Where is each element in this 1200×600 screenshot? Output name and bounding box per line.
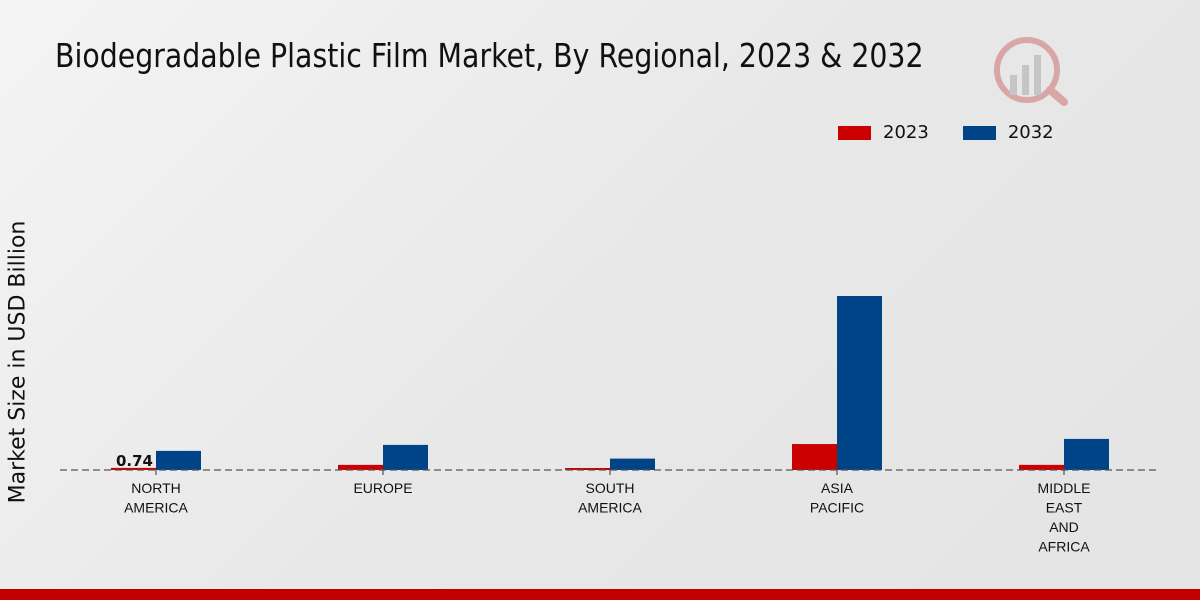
bar-2023: [1019, 464, 1064, 470]
bar-2032: [156, 450, 201, 470]
legend-label-2032: 2032: [1007, 122, 1054, 143]
bar-2032: [383, 444, 428, 470]
data-label: 0.74: [116, 452, 153, 470]
x-tick-label: AMERICA: [124, 500, 188, 516]
bar-2032: [610, 458, 655, 470]
bar-2023: [792, 444, 837, 470]
bottom-bar: [0, 589, 1200, 600]
legend-item-2032: 2032: [962, 122, 1054, 143]
bar-2032: [837, 296, 882, 470]
bar-2023: [565, 468, 610, 470]
bar-2023: [111, 467, 156, 470]
bar-2023: [338, 464, 383, 470]
x-tick-label: PACIFIC: [810, 500, 864, 516]
legend-swatch-2023: [838, 125, 871, 140]
x-tick-label: AND: [1049, 519, 1079, 535]
chart-title: Biodegradable Plastic Film Market, By Re…: [55, 36, 924, 75]
x-tick-label: NORTH: [131, 480, 181, 496]
legend-swatch-2032: [962, 125, 996, 140]
legend-label-2023: 2023: [883, 122, 929, 143]
legend-item-2023: 2023: [838, 122, 929, 143]
x-tick-label: AFRICA: [1038, 539, 1090, 555]
x-tick-label: EUROPE: [353, 480, 412, 496]
bar-2032: [1064, 438, 1109, 470]
logo-icon: [994, 37, 1068, 106]
x-tick-label: EAST: [1046, 500, 1083, 516]
x-tick-label: ASIA: [821, 480, 854, 496]
x-tick-label: AMERICA: [578, 500, 642, 516]
x-tick-label: SOUTH: [586, 480, 635, 496]
legend: 2023 2032: [838, 122, 1054, 143]
x-tick-label: MIDDLE: [1038, 480, 1091, 496]
